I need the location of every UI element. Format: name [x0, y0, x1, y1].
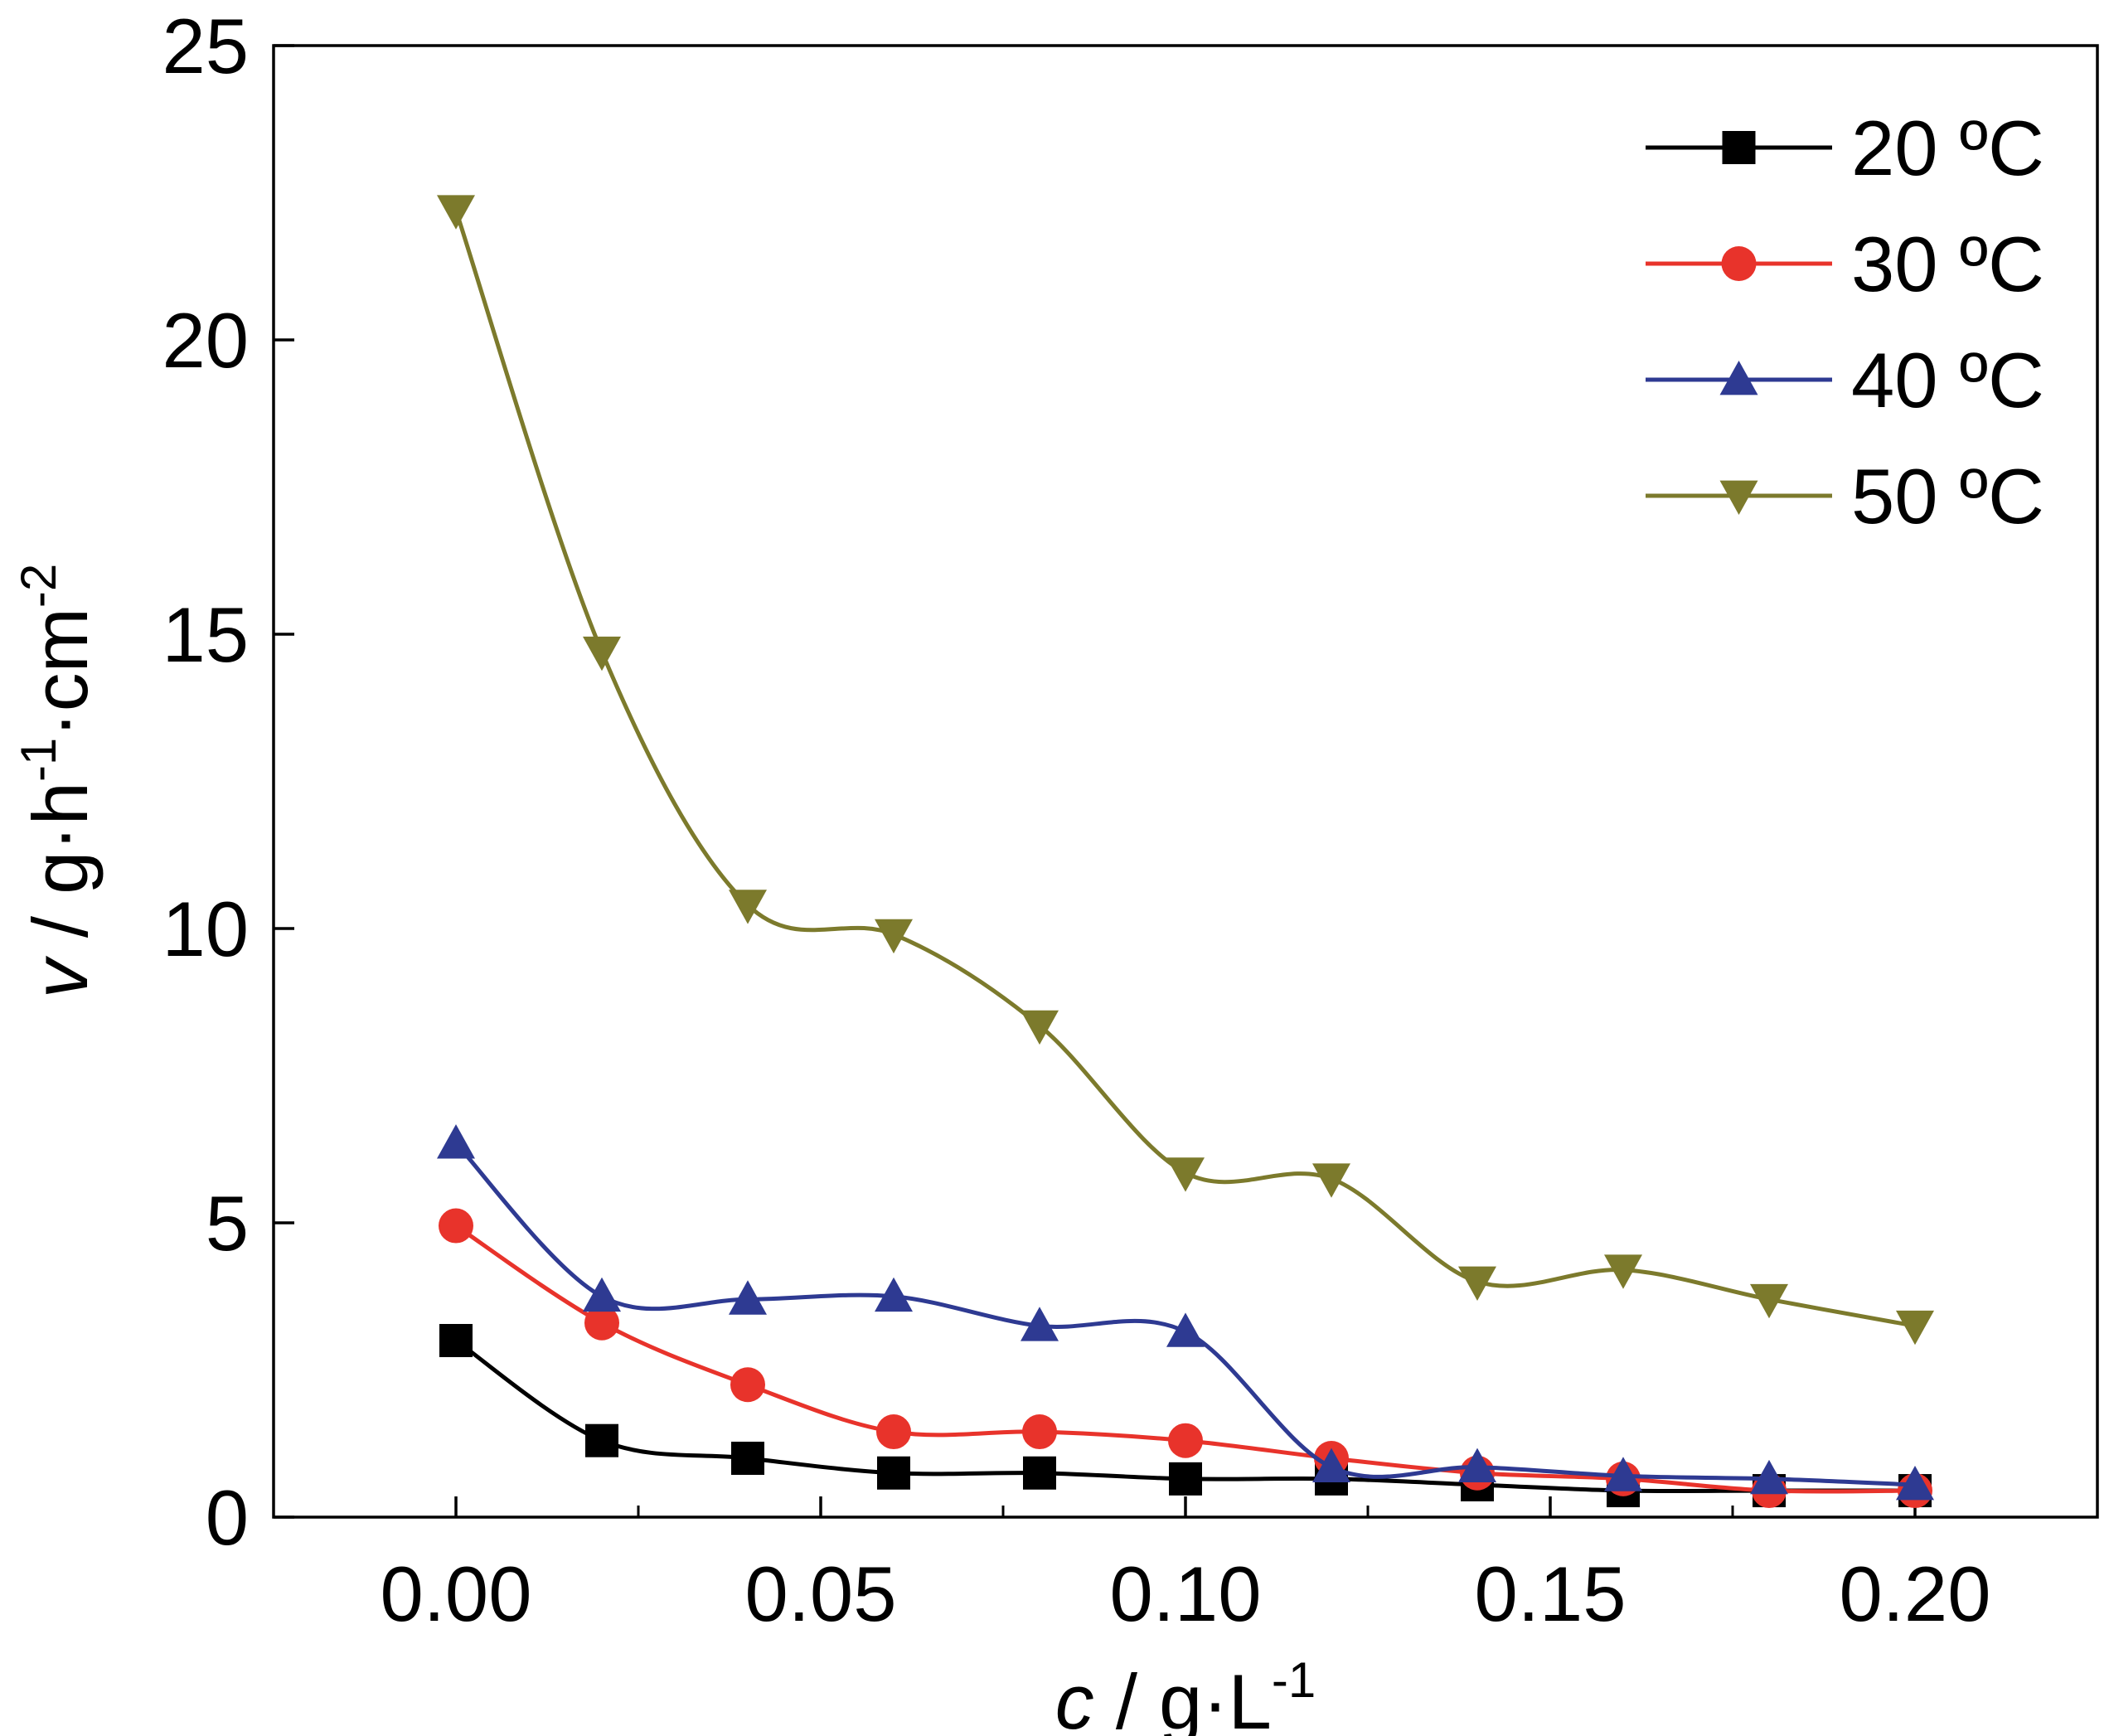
- data-point: [1166, 1157, 1205, 1192]
- data-point: [730, 1367, 765, 1403]
- y-tick-label: 5: [206, 1180, 249, 1267]
- data-point: [1896, 1465, 1934, 1501]
- data-point: [1312, 1163, 1350, 1198]
- legend-marker: [1722, 131, 1756, 164]
- y-axis-unit-1-exponent: -1: [11, 738, 66, 782]
- data-point: [1169, 1462, 1202, 1496]
- legend-marker: [1721, 246, 1757, 281]
- data-point: [877, 1456, 910, 1490]
- data-point: [1022, 1414, 1057, 1450]
- data-point: [1021, 1010, 1059, 1045]
- legend-label: 40 ºC: [1851, 337, 2044, 424]
- legend-label: 20 ºC: [1851, 104, 2044, 192]
- x-tick-label: 0.05: [745, 1550, 897, 1637]
- legend-label: 50 ºC: [1851, 453, 2044, 540]
- data-point: [1604, 1457, 1642, 1491]
- data-point: [585, 1423, 618, 1457]
- data-point: [729, 890, 767, 924]
- data-point: [1312, 1447, 1350, 1483]
- legend-label: 30 ºC: [1851, 221, 2044, 308]
- y-axis-unit-2-exponent: -2: [11, 564, 66, 608]
- data-point: [1023, 1456, 1056, 1490]
- data-point: [1896, 1310, 1934, 1346]
- legend-item: 50 ºC: [1646, 453, 2044, 540]
- data-point: [1021, 1307, 1059, 1341]
- data-point: [1168, 1423, 1203, 1458]
- axis-ticks: 0.00 0.05 0.10 0.15 0.20 0 5 10 15 20 25: [162, 2, 1990, 1637]
- data-point: [439, 1208, 473, 1244]
- x-tick-label: 0.00: [381, 1550, 532, 1637]
- legend-item: 20 ºC: [1646, 104, 2044, 192]
- data-point: [439, 1324, 473, 1357]
- x-axis-title: c / g·L-1: [1055, 1652, 1316, 1736]
- y-tick-label: 20: [162, 297, 249, 384]
- plot-frame: [272, 44, 2099, 1519]
- legend-marker: [1719, 361, 1758, 395]
- y-axis-variable: v: [17, 955, 104, 998]
- y-axis-unit-2: ·cm: [17, 608, 104, 738]
- legend: 20 ºC 30 ºC 40 ºC 50 ºC: [1646, 104, 2044, 540]
- data-point: [875, 919, 913, 954]
- y-tick-label: 25: [162, 2, 249, 90]
- data-point: [1458, 1266, 1496, 1301]
- data-point: [584, 1305, 619, 1341]
- data-point: [1604, 1254, 1642, 1289]
- data-point: [731, 1442, 764, 1475]
- y-tick-label: 0: [206, 1474, 249, 1561]
- legend-item: 30 ºC: [1646, 221, 2044, 308]
- x-tick-label: 0.15: [1475, 1550, 1627, 1637]
- x-axis-variable: c: [1055, 1658, 1094, 1736]
- data-point: [583, 1277, 621, 1312]
- y-tick-label: 10: [162, 885, 249, 972]
- series-layer: [437, 195, 1934, 1509]
- data-point: [875, 1277, 913, 1312]
- x-axis-unit: / g·L: [1094, 1658, 1272, 1736]
- series-50-c: [437, 195, 1934, 1346]
- data-point: [729, 1280, 767, 1315]
- data-point: [876, 1414, 911, 1450]
- data-point: [437, 195, 475, 230]
- x-axis-unit-exponent: -1: [1272, 1652, 1316, 1708]
- y-tick-label: 15: [162, 591, 249, 678]
- data-point: [1458, 1447, 1496, 1483]
- data-point: [1166, 1312, 1205, 1347]
- y-axis-title: v / g·h-1·cm-2: [11, 564, 104, 999]
- data-point: [583, 636, 621, 672]
- y-axis-unit-1: / g·h: [17, 782, 104, 959]
- x-tick-label: 0.10: [1110, 1550, 1262, 1637]
- legend-item: 40 ºC: [1646, 337, 2044, 424]
- data-point: [1750, 1459, 1788, 1495]
- x-tick-label: 0.20: [1840, 1550, 1991, 1637]
- series-40-c: [437, 1124, 1934, 1501]
- data-point: [1750, 1283, 1788, 1319]
- data-point: [437, 1124, 475, 1159]
- legend-marker: [1719, 480, 1758, 515]
